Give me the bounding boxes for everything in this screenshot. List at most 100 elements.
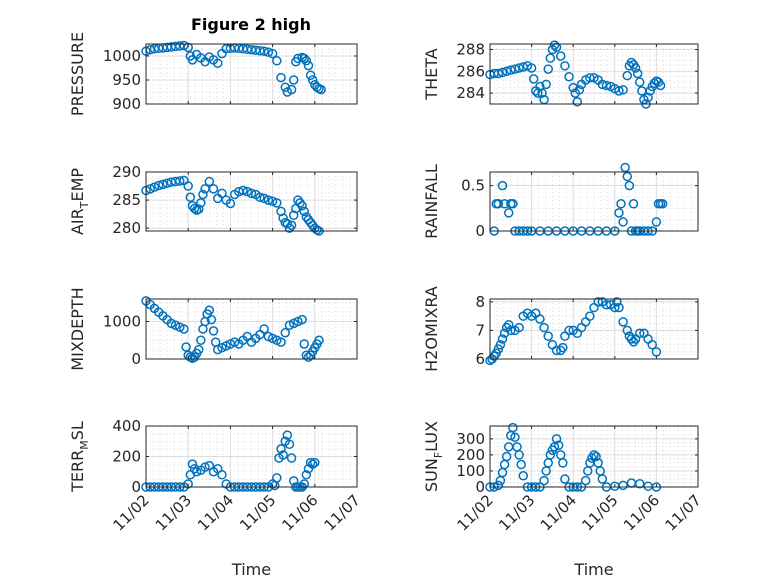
subplot-rainfall: 0 0.5 RAINFALL bbox=[422, 162, 699, 240]
data-point bbox=[272, 198, 282, 208]
data-point bbox=[622, 171, 633, 182]
data-point bbox=[555, 51, 566, 61]
data-point bbox=[191, 467, 202, 477]
y-axis-label: TERRMSL bbox=[68, 421, 91, 493]
subplot-theta: 284 286 288 THETA bbox=[422, 40, 699, 109]
data-point bbox=[506, 65, 516, 75]
data-point bbox=[647, 339, 657, 350]
data-point bbox=[305, 70, 316, 80]
data-point bbox=[610, 302, 620, 313]
axes-box bbox=[489, 425, 699, 488]
data-point bbox=[307, 75, 318, 85]
data-point bbox=[263, 195, 274, 205]
data-point bbox=[497, 67, 508, 78]
data-point bbox=[255, 192, 265, 203]
data-point bbox=[597, 79, 608, 90]
data-point bbox=[208, 326, 219, 336]
data-point bbox=[299, 53, 309, 64]
data-point bbox=[624, 180, 635, 191]
data-point bbox=[510, 64, 520, 74]
data-point bbox=[259, 193, 269, 204]
data-point bbox=[259, 46, 269, 56]
data-point bbox=[585, 311, 595, 321]
data-point bbox=[514, 450, 524, 460]
data-point bbox=[580, 475, 591, 486]
data-point bbox=[295, 198, 305, 208]
axes-background bbox=[146, 172, 357, 231]
data-point bbox=[196, 198, 206, 208]
y-tick-label: 200 bbox=[456, 446, 485, 464]
data-point bbox=[508, 422, 518, 433]
data-point bbox=[267, 196, 278, 206]
y-axis-label: AIRTEMP bbox=[68, 168, 91, 235]
data-point bbox=[635, 77, 645, 87]
data-point bbox=[301, 470, 312, 480]
data-point bbox=[601, 80, 612, 91]
data-point bbox=[183, 479, 193, 489]
data-point bbox=[628, 199, 639, 209]
y-tick-label: 0 bbox=[475, 222, 485, 240]
y-axis-label: SUNFLUX bbox=[422, 421, 445, 492]
y-tick-label: 1000 bbox=[103, 313, 141, 331]
data-point bbox=[200, 462, 210, 472]
axes-box bbox=[145, 43, 358, 105]
data-point bbox=[510, 432, 520, 442]
data-point bbox=[632, 68, 643, 79]
data-point bbox=[297, 314, 307, 325]
axes-box bbox=[489, 298, 699, 360]
data-point bbox=[204, 176, 215, 187]
y-tick-label: 7 bbox=[475, 321, 485, 339]
data-point bbox=[198, 189, 208, 200]
data-point bbox=[508, 199, 518, 209]
data-point bbox=[503, 208, 514, 218]
data-point bbox=[622, 325, 633, 336]
x-tick-label: 11/05 bbox=[578, 491, 621, 534]
data-point bbox=[539, 322, 549, 333]
data-point bbox=[208, 184, 219, 194]
data-point bbox=[217, 470, 227, 480]
data-point bbox=[189, 203, 200, 214]
data-point bbox=[635, 328, 645, 339]
data-point bbox=[493, 480, 504, 491]
data-point bbox=[282, 430, 293, 440]
data-point bbox=[185, 192, 196, 203]
axes-box bbox=[145, 171, 358, 232]
data-point bbox=[196, 335, 206, 345]
data-point bbox=[280, 82, 291, 92]
data-point bbox=[618, 317, 628, 327]
data-point bbox=[545, 53, 556, 63]
y-tick-label: 0 bbox=[131, 350, 141, 368]
data-point bbox=[551, 434, 562, 444]
data-point bbox=[564, 71, 574, 82]
data-point bbox=[597, 474, 608, 484]
data-point bbox=[549, 40, 560, 50]
data-point bbox=[276, 337, 286, 347]
data-point bbox=[553, 440, 564, 451]
data-point bbox=[280, 328, 291, 338]
data-point bbox=[179, 324, 189, 334]
y-tick-label: 0 bbox=[131, 478, 141, 496]
data-point bbox=[493, 68, 504, 79]
data-point bbox=[558, 458, 568, 468]
data-point bbox=[585, 73, 595, 83]
data-point bbox=[516, 459, 526, 470]
data-point bbox=[618, 480, 628, 491]
data-point bbox=[558, 342, 568, 353]
data-point bbox=[503, 319, 514, 330]
data-point bbox=[284, 223, 295, 233]
data-point bbox=[545, 450, 556, 460]
data-point bbox=[183, 42, 193, 53]
data-point bbox=[493, 199, 504, 209]
y-tick-label: 6 bbox=[475, 350, 485, 368]
data-point bbox=[614, 208, 624, 218]
data-point bbox=[194, 204, 204, 214]
data-point bbox=[589, 450, 599, 460]
data-point bbox=[568, 82, 578, 93]
subplot-h2omixra: 6 7 8 H2OMIXRA bbox=[422, 286, 699, 372]
data-point bbox=[535, 314, 545, 324]
data-point bbox=[497, 180, 508, 191]
x-tick-label: 11/04 bbox=[194, 491, 237, 534]
x-axis-label: Time bbox=[573, 560, 613, 579]
data-point bbox=[643, 92, 653, 103]
data-point bbox=[158, 179, 168, 190]
